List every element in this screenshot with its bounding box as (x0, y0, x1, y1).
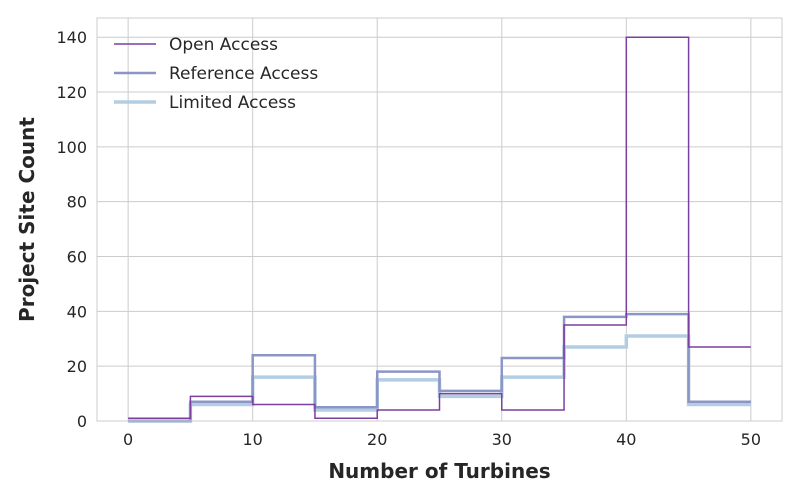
x-tick-label: 0 (123, 430, 133, 449)
y-tick-label: 40 (67, 302, 87, 321)
x-tick-label: 30 (492, 430, 512, 449)
x-tick-label: 50 (741, 430, 761, 449)
legend-label: Limited Access (169, 93, 296, 113)
y-tick-label: 120 (56, 83, 87, 102)
series-line-open-access (128, 36, 751, 420)
x-axis-label: Number of Turbines (328, 459, 550, 483)
y-tick-label: 60 (67, 248, 87, 267)
y-tick-label: 20 (67, 357, 87, 376)
y-tick-label: 0 (77, 412, 87, 431)
y-tick-label: 140 (56, 28, 87, 47)
series-layer (128, 36, 751, 423)
plot-background (97, 18, 782, 421)
x-tick-label: 10 (243, 430, 263, 449)
legend: Open Access Reference Access Limited Acces… (114, 35, 318, 113)
x-tick-labels: 0 10 20 30 40 50 (123, 430, 761, 449)
plot-frame (96, 17, 783, 422)
legend-label: Reference Access (169, 64, 318, 84)
x-tick-label: 20 (367, 430, 387, 449)
legend-label: Open Access (169, 35, 278, 55)
grid (97, 18, 782, 422)
y-tick-labels: 0 20 40 60 80 100 120 140 (56, 28, 87, 431)
y-tick-label: 80 (67, 193, 87, 212)
y-tick-label: 100 (56, 138, 87, 157)
x-tick-label: 40 (616, 430, 636, 449)
y-axis-label: Project Site Count (15, 117, 39, 322)
